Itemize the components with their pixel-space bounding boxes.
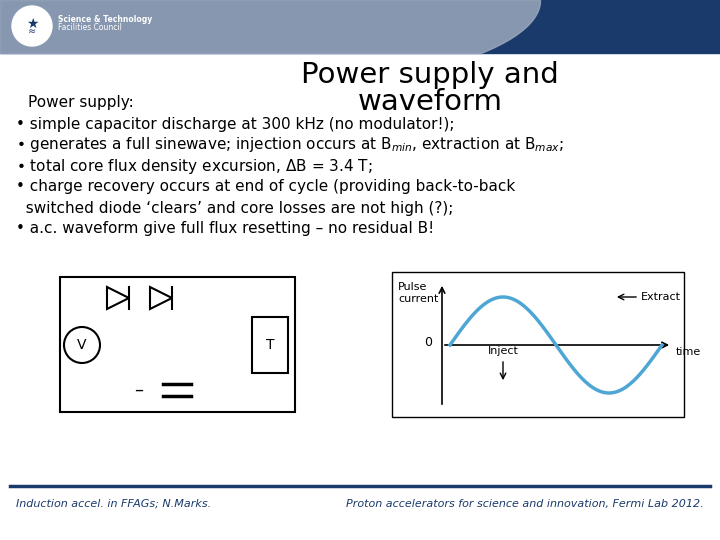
Text: T: T (266, 338, 274, 352)
Bar (392, 272, 684, 417)
Bar (60, 277, 295, 412)
Text: –: – (135, 381, 143, 399)
Text: • charge recovery occurs at end of cycle (providing back-to-back: • charge recovery occurs at end of cycle… (16, 179, 516, 194)
Text: V: V (77, 338, 86, 352)
Text: Power supply and: Power supply and (301, 61, 559, 89)
Text: • simple capacitor discharge at 300 kHz (no modulator!);: • simple capacitor discharge at 300 kHz … (16, 117, 454, 132)
Text: waveform: waveform (358, 88, 503, 116)
Polygon shape (107, 287, 129, 309)
Bar (0, 53, 720, 488)
Text: Extract: Extract (641, 292, 681, 302)
Text: ★: ★ (26, 17, 38, 31)
Text: ≈: ≈ (28, 26, 36, 36)
Text: Induction accel. in FFAGs; N.Marks.: Induction accel. in FFAGs; N.Marks. (16, 499, 211, 509)
Text: 0: 0 (424, 336, 432, 349)
Text: Pulse: Pulse (398, 282, 428, 292)
Text: • a.c. waveform give full flux resetting – no residual B!: • a.c. waveform give full flux resetting… (16, 221, 434, 237)
Circle shape (12, 6, 52, 46)
Text: • total core flux density excursion, $\Delta$B = 3.4 T;: • total core flux density excursion, $\D… (16, 157, 372, 176)
Text: Proton accelerators for science and innovation, Fermi Lab 2012.: Proton accelerators for science and inno… (346, 499, 704, 509)
Text: time: time (676, 347, 701, 357)
Text: • generates a full sinewave; injection occurs at B$_{min}$, extraction at B$_{ma: • generates a full sinewave; injection o… (16, 136, 564, 154)
Text: Inject: Inject (487, 346, 518, 356)
Text: Science & Technology: Science & Technology (58, 15, 152, 24)
Text: Power supply:: Power supply: (28, 94, 134, 110)
Text: current: current (398, 294, 438, 304)
Polygon shape (150, 287, 172, 309)
Text: switched diode ‘clears’ and core losses are not high (?);: switched diode ‘clears’ and core losses … (16, 200, 454, 215)
Text: Facilities Council: Facilities Council (58, 24, 122, 32)
Bar (252, 317, 288, 373)
Bar (0, 0, 720, 53)
